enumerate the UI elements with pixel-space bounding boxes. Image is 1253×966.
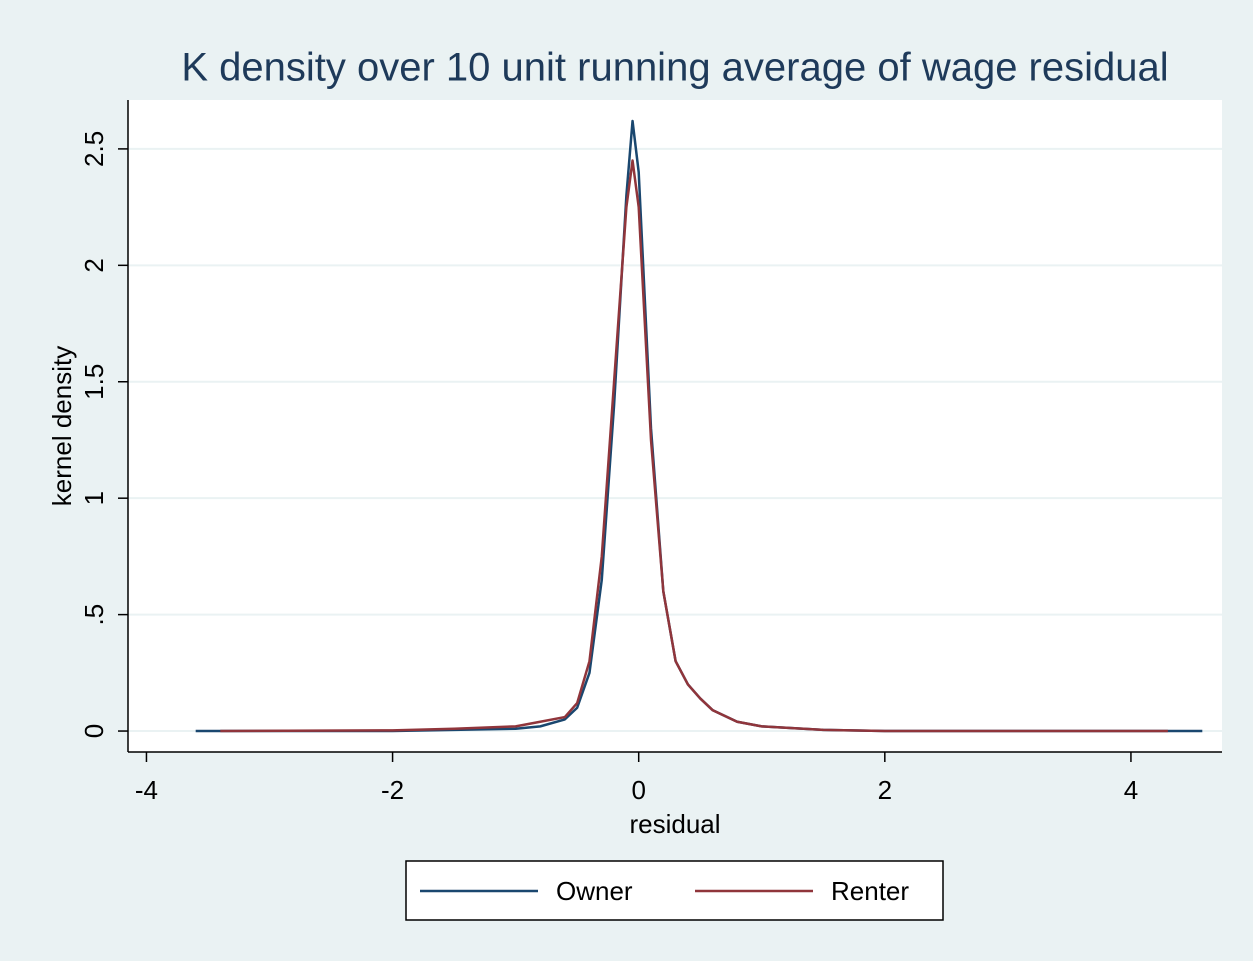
y-tick-label: 2: [79, 258, 109, 272]
y-tick-label: 0: [79, 724, 109, 738]
x-tick-label: 4: [1124, 775, 1138, 805]
x-axis-label: residual: [629, 809, 720, 839]
y-tick-label: 1.5: [79, 364, 109, 400]
y-tick-label: .5: [79, 604, 109, 626]
chart-title: K density over 10 unit running average o…: [181, 46, 1168, 90]
legend-label: Owner: [556, 876, 633, 906]
series-line: [220, 159, 1168, 733]
legend-label: Renter: [831, 876, 909, 906]
y-tick-label: 2.5: [79, 131, 109, 167]
y-tick-label: 1: [79, 491, 109, 505]
y-axis-label: kernel density: [47, 346, 77, 506]
x-tick-label: -2: [381, 775, 404, 805]
x-tick-label: -4: [135, 775, 158, 805]
plot-area: [128, 100, 1222, 752]
x-tick-label: 0: [631, 775, 645, 805]
x-tick-label: 2: [878, 775, 892, 805]
